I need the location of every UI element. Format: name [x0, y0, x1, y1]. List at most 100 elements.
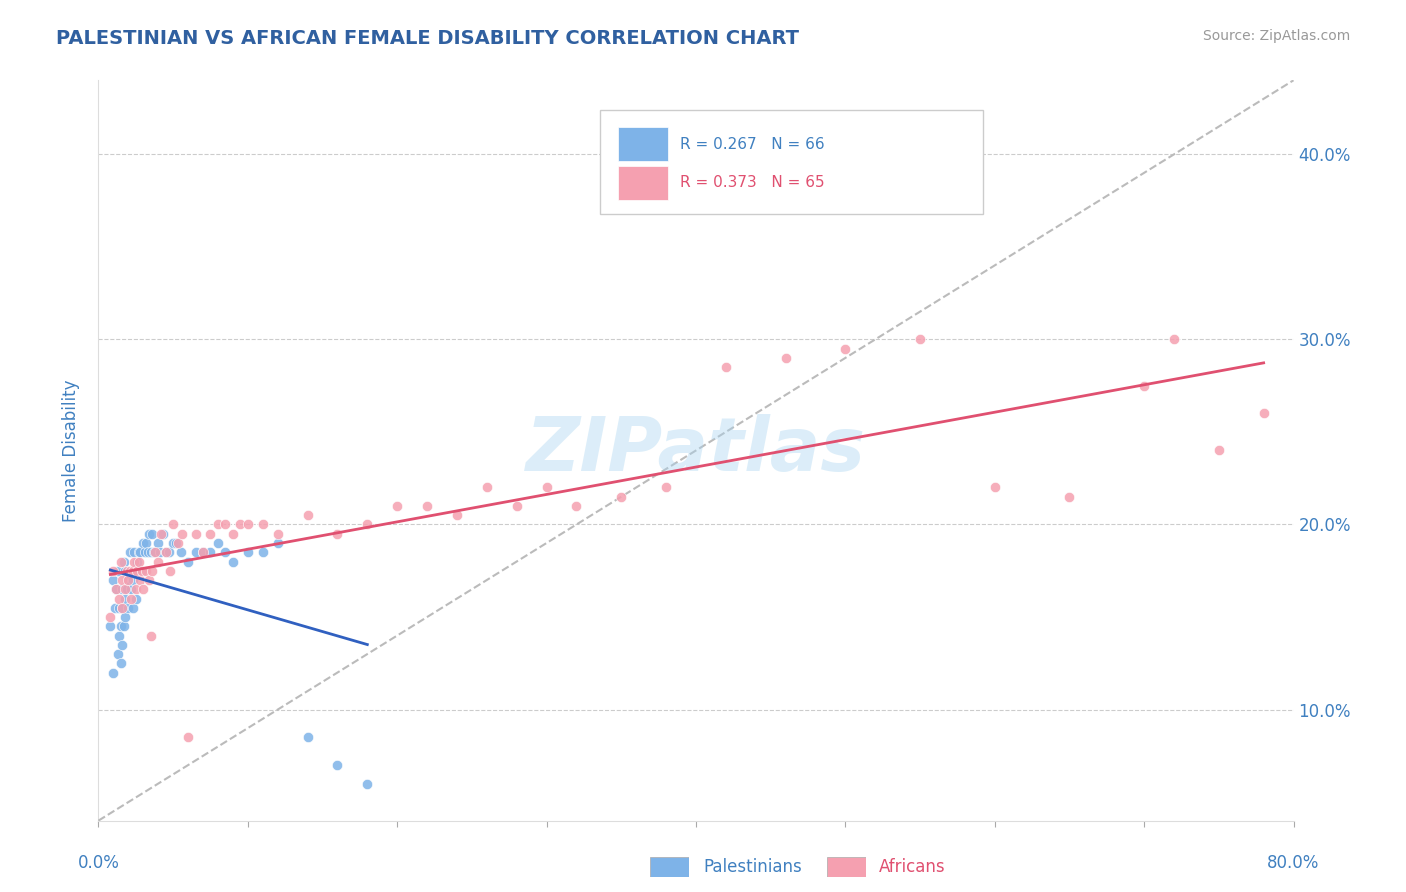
Point	[177, 731, 200, 745]
Point	[111, 638, 134, 652]
Point	[141, 564, 163, 578]
Point	[131, 564, 153, 578]
Point	[157, 545, 180, 559]
Point	[129, 545, 152, 559]
Point	[172, 526, 194, 541]
Point	[128, 555, 150, 569]
Point	[155, 545, 177, 559]
Point	[118, 545, 141, 559]
Point	[111, 600, 134, 615]
Point	[127, 564, 149, 578]
Point	[565, 499, 588, 513]
Point	[152, 526, 174, 541]
Point	[200, 545, 222, 559]
Point	[177, 555, 200, 569]
Point	[115, 573, 138, 587]
Text: PALESTINIAN VS AFRICAN FEMALE DISABILITY CORRELATION CHART: PALESTINIAN VS AFRICAN FEMALE DISABILITY…	[56, 29, 799, 48]
Text: Palestinians: Palestinians	[703, 858, 801, 876]
Point	[166, 536, 188, 550]
Point	[184, 526, 207, 541]
Point	[252, 545, 274, 559]
Point	[908, 333, 931, 347]
Point	[149, 545, 172, 559]
Point	[610, 490, 633, 504]
Point	[110, 619, 132, 633]
Point	[191, 545, 214, 559]
Point	[114, 591, 136, 606]
Point	[107, 564, 129, 578]
Text: 80.0%: 80.0%	[1267, 854, 1320, 872]
Point	[214, 517, 236, 532]
Point	[775, 351, 797, 365]
Point	[655, 480, 678, 494]
Point	[138, 573, 160, 587]
Point	[506, 499, 529, 513]
Point	[120, 591, 142, 606]
Point	[138, 526, 160, 541]
Point	[110, 555, 132, 569]
Point	[104, 600, 127, 615]
Point	[236, 545, 259, 559]
Point	[118, 564, 141, 578]
Point	[98, 610, 122, 624]
Point	[222, 526, 245, 541]
Y-axis label: Female Disability: Female Disability	[62, 379, 80, 522]
Point	[129, 573, 152, 587]
Point	[135, 564, 157, 578]
Point	[356, 776, 378, 791]
Point	[139, 545, 162, 559]
Point	[114, 564, 136, 578]
Point	[134, 545, 156, 559]
Point	[169, 545, 191, 559]
Point	[165, 536, 187, 550]
Point	[1133, 378, 1156, 392]
Point	[356, 517, 378, 532]
Text: Source: ZipAtlas.com: Source: ZipAtlas.com	[1202, 29, 1350, 44]
Point	[150, 526, 173, 541]
Point	[135, 536, 157, 550]
Text: R = 0.373   N = 65: R = 0.373 N = 65	[681, 176, 825, 190]
Point	[111, 582, 134, 597]
Point	[1208, 443, 1230, 458]
Point	[117, 600, 139, 615]
Point	[326, 526, 349, 541]
Point	[124, 564, 146, 578]
Text: Africans: Africans	[879, 858, 945, 876]
Point	[1163, 333, 1185, 347]
Point	[98, 619, 122, 633]
Point	[475, 480, 498, 494]
Point	[111, 600, 134, 615]
Point	[124, 545, 146, 559]
Point	[115, 582, 138, 597]
Point	[110, 657, 132, 671]
Text: 0.0%: 0.0%	[77, 854, 120, 872]
Point	[124, 555, 146, 569]
Point	[114, 582, 136, 597]
Point	[184, 545, 207, 559]
Point	[108, 600, 131, 615]
Point	[125, 582, 148, 597]
Point	[125, 564, 148, 578]
Point	[155, 545, 177, 559]
FancyBboxPatch shape	[600, 110, 983, 213]
Point	[132, 536, 155, 550]
Point	[385, 499, 409, 513]
Point	[214, 545, 236, 559]
Point	[136, 545, 159, 559]
Point	[103, 573, 125, 587]
Text: R = 0.267   N = 66: R = 0.267 N = 66	[681, 136, 825, 152]
Point	[117, 573, 139, 587]
Point	[128, 545, 150, 559]
Point	[984, 480, 1007, 494]
Point	[105, 582, 128, 597]
Point	[326, 758, 349, 772]
Point	[121, 564, 143, 578]
Point	[200, 526, 222, 541]
Point	[115, 564, 138, 578]
Point	[148, 536, 170, 550]
Point	[416, 499, 439, 513]
Point	[112, 619, 135, 633]
Point	[120, 582, 142, 597]
Point	[252, 517, 274, 532]
Point	[117, 573, 139, 587]
